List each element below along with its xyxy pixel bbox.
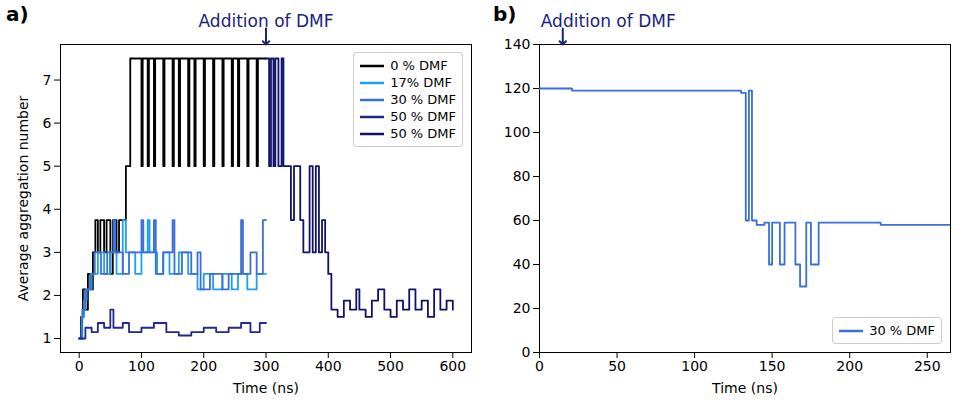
svg-text:4: 4 <box>43 201 52 217</box>
svg-text:250: 250 <box>914 358 941 374</box>
svg-text:50: 50 <box>608 358 626 374</box>
html-text:0 % DMF: 0 % DMF <box>390 58 448 73</box>
svg-text:500: 500 <box>377 358 404 374</box>
html-text:50 % DMF: 50 % DMF <box>390 126 456 141</box>
svg-text:600: 600 <box>439 358 466 374</box>
svg-text:20: 20 <box>513 300 531 316</box>
svg-text:100: 100 <box>504 124 531 140</box>
svg-text:100: 100 <box>681 358 708 374</box>
svg-text:150: 150 <box>759 358 786 374</box>
svg-text:40: 40 <box>513 256 531 272</box>
html-text:b): b) <box>493 2 517 26</box>
html-text:50 % DMF: 50 % DMF <box>390 109 456 124</box>
svg-text:400: 400 <box>315 358 342 374</box>
svg-text:6: 6 <box>43 115 52 131</box>
svg-text:Time (ns): Time (ns) <box>232 380 299 396</box>
html-text:a): a) <box>6 2 29 26</box>
html-text:30 % DMF: 30 % DMF <box>390 92 456 107</box>
svg-text:Addition of DMF: Addition of DMF <box>541 11 676 31</box>
svg-text:Average aggregation number: Average aggregation number <box>15 95 31 301</box>
svg-text:3: 3 <box>43 244 52 260</box>
svg-text:200: 200 <box>836 358 863 374</box>
svg-text:0: 0 <box>522 344 531 360</box>
svg-text:5: 5 <box>43 158 52 174</box>
html-text:17% DMF: 17% DMF <box>390 75 452 90</box>
svg-text:7: 7 <box>43 72 52 88</box>
svg-text:100: 100 <box>128 358 155 374</box>
svg-text:0: 0 <box>535 358 544 374</box>
svg-text:2: 2 <box>43 287 52 303</box>
svg-text:Addition of DMF: Addition of DMF <box>199 11 334 31</box>
svg-text:1: 1 <box>43 330 52 346</box>
svg-text:0: 0 <box>75 358 84 374</box>
svg-text:120: 120 <box>504 80 531 96</box>
svg-text:80: 80 <box>513 168 531 184</box>
svg-text:140: 140 <box>504 36 531 52</box>
svg-text:300: 300 <box>253 358 280 374</box>
svg-text:Time (ns): Time (ns) <box>711 380 778 396</box>
svg-text:60: 60 <box>513 212 531 228</box>
svg-text:200: 200 <box>190 358 217 374</box>
html-text:30 % DMF: 30 % DMF <box>869 323 935 338</box>
